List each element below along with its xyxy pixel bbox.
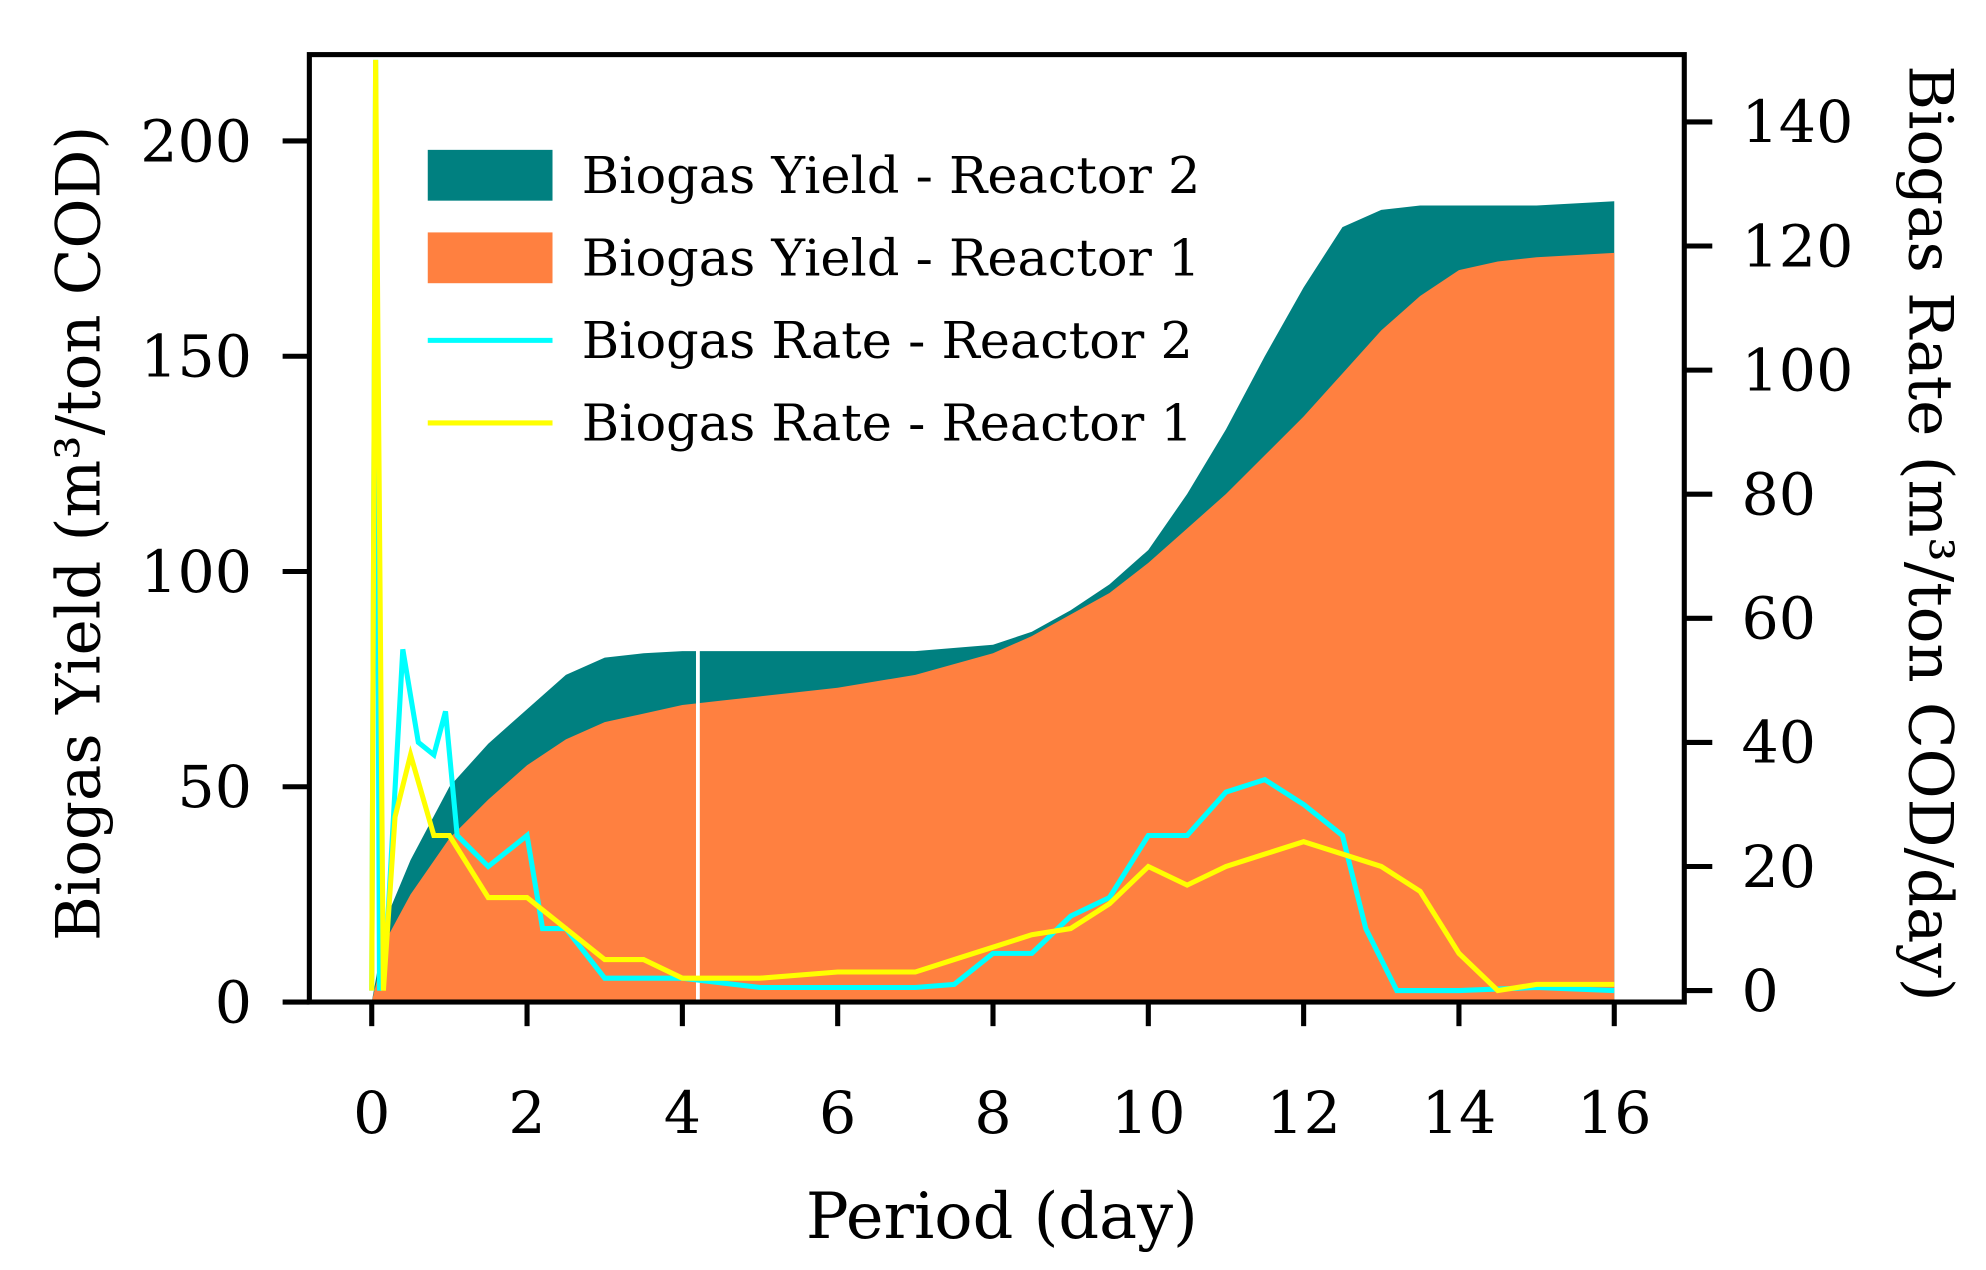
y-tick-label: 200 <box>140 107 252 175</box>
y-tick-label: 0 <box>215 968 252 1036</box>
y2-axis-label: Biogas Rate (m³/ton COD/day) <box>1895 65 1966 1001</box>
legend-label: Biogas Yield - Reactor 1 <box>582 229 1201 288</box>
x-tick-label: 6 <box>819 1079 856 1147</box>
y-axis-label: Biogas Yield (m³/ton COD) <box>43 126 114 941</box>
x-tick-label: 16 <box>1577 1079 1652 1147</box>
x-axis-label: Period (day) <box>806 1179 1198 1253</box>
y-tick-label: 100 <box>140 538 252 606</box>
y-tick-label: 50 <box>178 753 253 821</box>
plot-frame <box>306 52 1687 1005</box>
legend-label: Biogas Rate - Reactor 2 <box>582 311 1193 370</box>
x-tick-label: 2 <box>508 1079 545 1147</box>
y2-tick-label: 120 <box>1742 212 1854 280</box>
x-tick-label: 0 <box>353 1079 390 1147</box>
x-tick-label: 12 <box>1266 1079 1341 1147</box>
area-biogas-yield-reactor-1 <box>371 252 1615 1003</box>
x-tick-label: 4 <box>664 1079 701 1147</box>
legend-swatch <box>427 232 553 284</box>
x-tick-label: 8 <box>974 1079 1011 1147</box>
y2-tick-label: 100 <box>1742 336 1854 404</box>
legend-swatch <box>427 149 553 201</box>
legend-label: Biogas Rate - Reactor 1 <box>582 394 1193 453</box>
y2-tick-label: 60 <box>1742 585 1817 653</box>
y2-tick-label: 40 <box>1742 709 1817 777</box>
y-tick-label: 150 <box>140 323 252 391</box>
y2-tick-label: 140 <box>1742 88 1854 156</box>
legend-label: Biogas Yield - Reactor 2 <box>582 146 1201 205</box>
y2-tick-label: 20 <box>1742 833 1817 901</box>
y2-tick-label: 80 <box>1742 461 1817 529</box>
line-biogas-rate-reactor-2 <box>369 59 1615 994</box>
x-tick-label: 10 <box>1111 1079 1186 1147</box>
line-biogas-rate-reactor-1 <box>369 59 1615 994</box>
x-tick-label: 14 <box>1422 1079 1497 1147</box>
y2-tick-label: 0 <box>1742 957 1779 1025</box>
